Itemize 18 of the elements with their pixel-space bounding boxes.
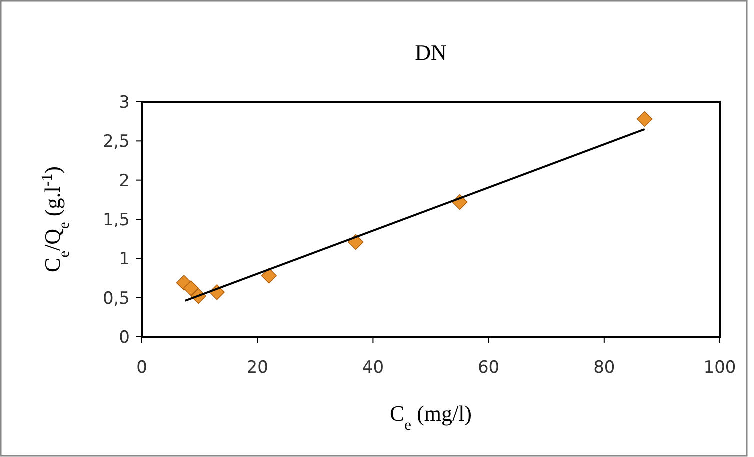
point — [261, 268, 277, 284]
point — [183, 280, 199, 296]
x-tick-label: 0 — [136, 358, 148, 378]
x-axis-title: C$_{e}$ (mg/l) — [390, 401, 472, 434]
x-tick-label: 60 — [478, 358, 500, 378]
point — [637, 111, 653, 128]
x-tick-label: 20 — [246, 358, 268, 378]
y-tick-label: 1 — [119, 250, 130, 270]
x-tick-label: 80 — [594, 358, 616, 378]
y-tick-label: 0 — [119, 328, 130, 348]
y-tick-label: 1,5 — [102, 210, 130, 230]
chart-title: DN — [415, 40, 447, 65]
y-tick-label: 2 — [119, 171, 130, 192]
y-tick-label: 2,5 — [102, 132, 130, 152]
x-tick-label: 100 — [704, 358, 736, 378]
y-tick-label: 3 — [119, 93, 130, 113]
x-tick-label: 40 — [362, 358, 384, 378]
y-tick-label: 0,5 — [102, 288, 130, 309]
